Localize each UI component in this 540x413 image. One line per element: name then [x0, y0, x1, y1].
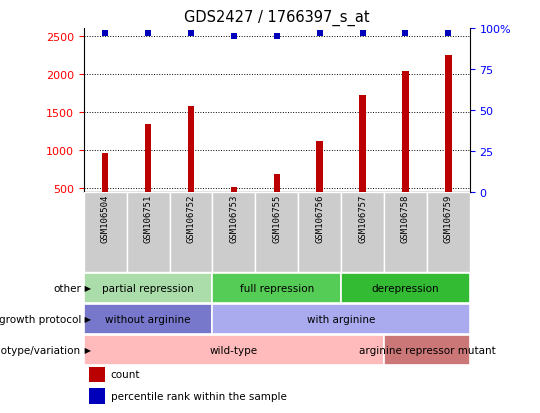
- Bar: [316, 142, 323, 226]
- Text: GSM106752: GSM106752: [186, 195, 195, 243]
- Bar: [102, 153, 109, 226]
- Text: other: other: [53, 283, 81, 293]
- Text: ▶: ▶: [82, 346, 91, 354]
- Text: count: count: [111, 369, 140, 379]
- Bar: [341, 192, 384, 273]
- Bar: [84, 273, 212, 303]
- Text: percentile rank within the sample: percentile rank within the sample: [111, 391, 287, 401]
- Bar: [90, 367, 105, 382]
- Bar: [359, 96, 366, 226]
- Bar: [384, 335, 470, 365]
- Bar: [298, 192, 341, 273]
- Bar: [274, 175, 280, 226]
- Bar: [445, 55, 451, 226]
- Text: ▶: ▶: [82, 284, 91, 292]
- Text: GSM106504: GSM106504: [100, 195, 110, 243]
- Bar: [341, 273, 470, 303]
- Bar: [84, 192, 126, 273]
- Text: GSM106759: GSM106759: [444, 195, 453, 243]
- Text: GSM106756: GSM106756: [315, 195, 324, 243]
- Bar: [212, 192, 255, 273]
- Bar: [145, 124, 151, 226]
- Bar: [84, 304, 212, 334]
- Bar: [188, 106, 194, 226]
- Text: derepression: derepression: [372, 283, 439, 293]
- Text: ▶: ▶: [82, 315, 91, 323]
- Text: partial repression: partial repression: [102, 283, 194, 293]
- Text: full repression: full repression: [240, 283, 314, 293]
- Bar: [255, 192, 298, 273]
- Text: without arginine: without arginine: [105, 314, 191, 324]
- Bar: [427, 192, 470, 273]
- Bar: [384, 192, 427, 273]
- Text: growth protocol: growth protocol: [0, 314, 81, 324]
- Bar: [84, 335, 384, 365]
- Bar: [212, 304, 470, 334]
- Text: with arginine: with arginine: [307, 314, 375, 324]
- Title: GDS2427 / 1766397_s_at: GDS2427 / 1766397_s_at: [184, 10, 369, 26]
- Bar: [170, 192, 212, 273]
- Bar: [126, 192, 170, 273]
- Bar: [212, 273, 341, 303]
- Text: wild-type: wild-type: [210, 345, 258, 355]
- Text: GSM106751: GSM106751: [144, 195, 153, 243]
- Text: arginine repressor mutant: arginine repressor mutant: [359, 345, 495, 355]
- Bar: [402, 72, 409, 226]
- Text: GSM106757: GSM106757: [358, 195, 367, 243]
- Text: genotype/variation: genotype/variation: [0, 345, 81, 355]
- Text: GSM106753: GSM106753: [230, 195, 238, 243]
- Bar: [90, 389, 105, 404]
- Text: GSM106755: GSM106755: [272, 195, 281, 243]
- Text: GSM106758: GSM106758: [401, 195, 410, 243]
- Bar: [231, 188, 237, 226]
